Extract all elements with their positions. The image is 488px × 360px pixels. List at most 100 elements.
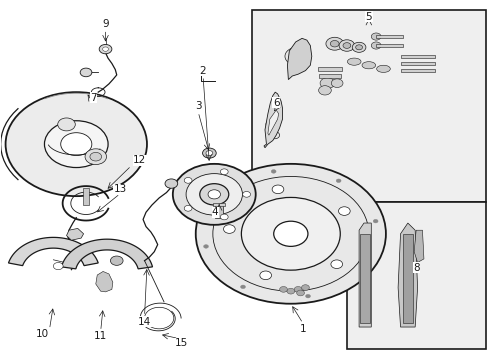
Circle shape [296, 290, 304, 296]
Circle shape [242, 192, 250, 197]
Circle shape [325, 37, 343, 50]
Text: 1: 1 [299, 324, 305, 334]
Ellipse shape [376, 65, 389, 72]
Circle shape [220, 169, 228, 175]
Circle shape [305, 294, 310, 298]
Circle shape [355, 45, 362, 50]
Circle shape [90, 152, 102, 161]
Circle shape [184, 177, 192, 183]
Polygon shape [264, 92, 282, 148]
Circle shape [102, 47, 108, 51]
Text: 8: 8 [412, 263, 419, 273]
Text: 15: 15 [174, 338, 187, 348]
Circle shape [203, 245, 208, 248]
Circle shape [285, 47, 309, 65]
Bar [212, 203, 225, 206]
Circle shape [61, 133, 92, 156]
Bar [400, 55, 434, 58]
Circle shape [294, 287, 302, 292]
Polygon shape [397, 223, 417, 327]
Circle shape [220, 214, 228, 220]
Circle shape [360, 267, 365, 271]
Circle shape [330, 79, 342, 87]
Circle shape [338, 40, 354, 51]
Circle shape [301, 285, 309, 291]
Text: 13: 13 [113, 184, 126, 194]
Circle shape [240, 285, 245, 289]
Circle shape [291, 52, 303, 60]
Polygon shape [61, 239, 152, 269]
Text: 12: 12 [133, 155, 146, 165]
Text: 10: 10 [36, 329, 49, 339]
Text: 6: 6 [272, 98, 279, 108]
Circle shape [202, 148, 216, 158]
Circle shape [320, 78, 334, 89]
Circle shape [200, 184, 228, 205]
Polygon shape [287, 39, 311, 80]
Bar [215, 204, 223, 218]
Circle shape [164, 179, 177, 188]
Circle shape [186, 174, 242, 215]
Circle shape [330, 41, 338, 47]
Circle shape [205, 150, 212, 156]
Bar [400, 62, 434, 65]
Circle shape [44, 121, 108, 167]
Text: 2: 2 [199, 66, 206, 76]
Bar [375, 35, 402, 39]
Circle shape [370, 33, 380, 40]
Circle shape [370, 42, 380, 49]
Circle shape [99, 44, 112, 54]
Circle shape [372, 219, 377, 223]
Circle shape [259, 271, 271, 280]
Polygon shape [267, 110, 278, 135]
Circle shape [273, 221, 307, 246]
Bar [317, 67, 341, 71]
Circle shape [5, 92, 147, 196]
Polygon shape [413, 230, 423, 262]
Bar [251, 10, 485, 202]
Text: 7: 7 [90, 93, 97, 103]
Circle shape [110, 256, 123, 265]
Text: 14: 14 [138, 317, 151, 327]
Circle shape [172, 164, 255, 225]
Circle shape [265, 120, 278, 129]
Circle shape [271, 185, 283, 194]
Bar [375, 44, 402, 47]
Circle shape [269, 132, 279, 139]
Circle shape [279, 287, 287, 292]
Polygon shape [8, 237, 98, 266]
Bar [359, 234, 369, 323]
Bar [402, 234, 412, 323]
Text: 9: 9 [102, 19, 109, 29]
Ellipse shape [346, 58, 360, 65]
Polygon shape [358, 223, 370, 327]
Circle shape [207, 190, 220, 199]
Circle shape [53, 262, 63, 270]
Bar [318, 74, 340, 78]
Bar [400, 69, 434, 72]
Circle shape [351, 42, 365, 52]
Polygon shape [96, 271, 113, 292]
Circle shape [184, 206, 192, 211]
Text: 4: 4 [211, 207, 218, 217]
Bar [346, 202, 485, 348]
Circle shape [342, 42, 350, 48]
Text: 3: 3 [194, 102, 201, 112]
Bar [83, 188, 89, 205]
Circle shape [216, 197, 221, 201]
Text: 11: 11 [94, 331, 107, 341]
Circle shape [195, 164, 385, 304]
Circle shape [286, 288, 294, 294]
Circle shape [336, 179, 340, 183]
Polygon shape [66, 228, 83, 240]
Circle shape [80, 68, 92, 77]
Circle shape [271, 170, 276, 173]
Circle shape [58, 118, 75, 131]
Ellipse shape [361, 62, 375, 69]
Circle shape [223, 225, 235, 233]
Text: 5: 5 [365, 12, 371, 22]
Circle shape [330, 260, 342, 269]
Circle shape [241, 197, 340, 270]
Circle shape [85, 149, 106, 165]
Circle shape [318, 86, 330, 95]
